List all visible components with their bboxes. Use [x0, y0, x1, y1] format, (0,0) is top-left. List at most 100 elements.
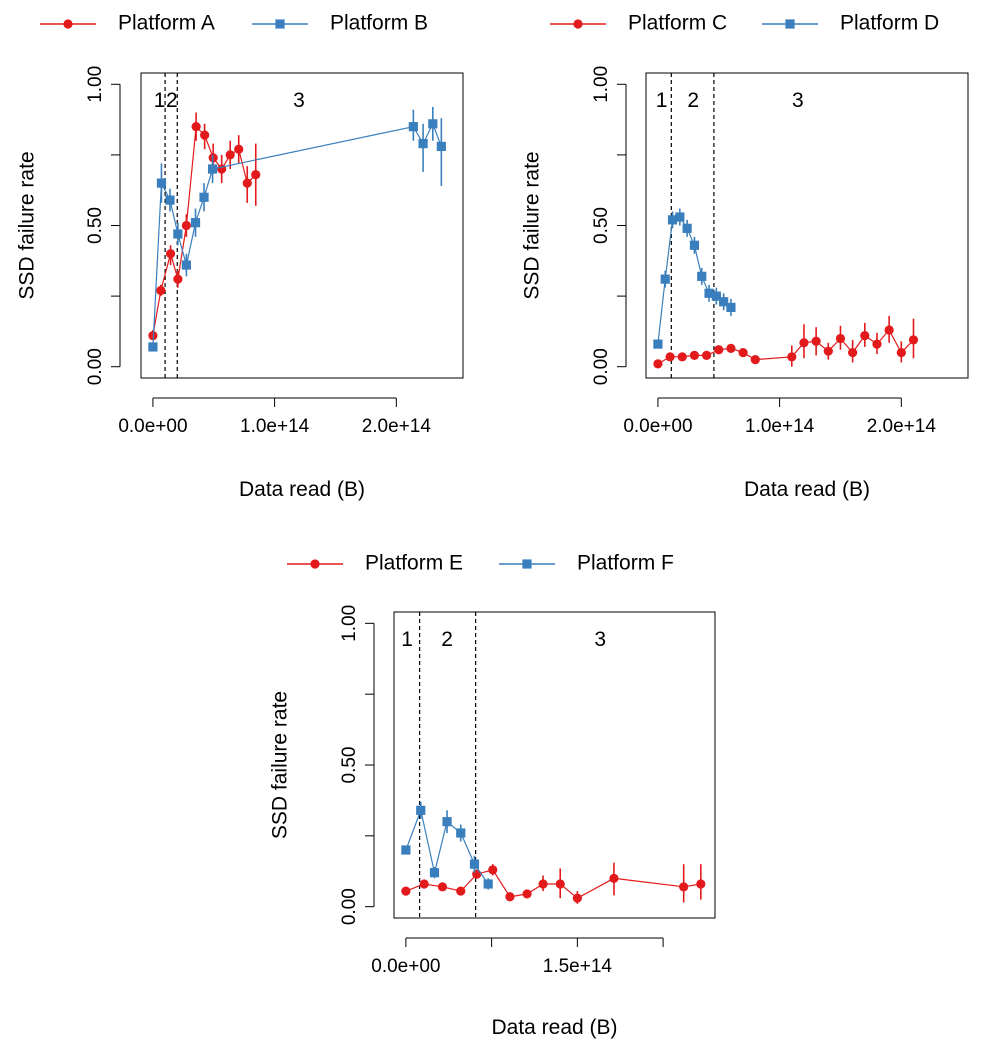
data-point: [653, 339, 663, 349]
data-point: [609, 873, 619, 883]
legend-label: Platform B: [330, 12, 428, 35]
legend-label: Platform D: [840, 12, 939, 35]
series-platform-f: [401, 801, 493, 890]
legend-entry: Platform D: [762, 12, 939, 35]
data-point: [823, 346, 833, 356]
data-point: [860, 331, 870, 341]
data-point: [483, 879, 493, 889]
panel-platform-c-d: 0.00 0.50 1.00 0.0e+00 1.0e+14 2.0e+14 SSD fai…: [521, 12, 969, 501]
series-platform-b: [148, 106, 446, 352]
y-axis-title: SSD failure rate: [521, 151, 544, 299]
data-point: [660, 274, 670, 284]
legend-label: Platform A: [118, 12, 215, 35]
data-point: [428, 119, 438, 129]
data-point: [181, 220, 191, 231]
data-point: [181, 260, 191, 270]
data-point: [704, 288, 714, 298]
data-point: [419, 879, 429, 889]
legend-marker: [573, 19, 583, 29]
x-tick-label: 2.0e+14: [362, 416, 432, 437]
series-platform-d: [653, 208, 736, 349]
data-point: [442, 817, 452, 827]
data-point: [653, 359, 663, 369]
data-point: [234, 144, 244, 154]
data-point: [156, 178, 167, 188]
data-point: [148, 342, 158, 352]
y-tick-label: 0.50: [339, 747, 360, 784]
data-point: [711, 291, 721, 301]
y-tick-label: 1.00: [339, 605, 360, 642]
series-line: [152, 125, 257, 336]
data-point: [199, 192, 209, 202]
region-label: 2: [441, 628, 453, 651]
y-tick-label: 0.00: [339, 888, 360, 925]
data-point: [488, 865, 498, 875]
region-label: 1: [656, 89, 668, 112]
data-point: [418, 139, 428, 149]
plot-frame: [140, 72, 464, 379]
data-point: [207, 164, 218, 174]
data-point: [835, 333, 846, 344]
data-point: [667, 215, 678, 225]
data-point: [677, 352, 687, 362]
data-point: [738, 347, 748, 358]
y-tick-label: 1.00: [85, 66, 106, 103]
plot-frame: [393, 611, 716, 919]
data-point: [675, 212, 685, 222]
legend-entry: Platform B: [252, 12, 428, 35]
data-point: [787, 352, 797, 362]
legend-label: Platform F: [577, 552, 674, 575]
data-point: [572, 893, 582, 903]
y-axis-title: SSD failure rate: [269, 691, 292, 839]
data-point: [429, 868, 440, 878]
y-axis-title: SSD failure rate: [16, 151, 39, 299]
data-point: [401, 886, 411, 896]
data-point: [750, 355, 760, 365]
data-point: [811, 336, 821, 346]
legend-label: Platform C: [628, 12, 727, 35]
region-label: 1: [154, 89, 166, 112]
data-point: [156, 285, 166, 296]
data-point: [702, 350, 712, 361]
data-point: [225, 150, 235, 160]
data-point: [437, 882, 448, 892]
data-point: [555, 879, 565, 889]
x-tick-label: 0.0e+00: [118, 416, 187, 437]
y-tick-label: 0.00: [85, 348, 106, 385]
legend-marker: [310, 559, 320, 569]
data-point: [165, 195, 175, 205]
series-platform-c: [653, 315, 919, 369]
legend-marker: [275, 19, 285, 29]
region-label: 2: [166, 89, 178, 112]
legend-entry: Platform F: [499, 552, 674, 575]
region-label: 3: [792, 89, 804, 112]
data-point: [522, 889, 532, 899]
data-point: [726, 343, 736, 353]
panel-platform-a-b: 0.00 0.50 1.00 0.0e+00 1.0e+14 2.0e+14 SSD fai…: [16, 12, 464, 501]
data-point: [173, 229, 183, 239]
data-point: [679, 882, 689, 892]
data-point: [884, 325, 894, 335]
data-point: [416, 805, 426, 815]
x-tick-label: 1.5e+14: [543, 956, 613, 977]
region-label: 3: [293, 89, 305, 112]
data-point: [242, 178, 252, 188]
y-tick-label: 1.00: [591, 66, 612, 103]
legend-entry: Platform A: [40, 12, 215, 35]
data-point: [469, 859, 480, 869]
plot-frame: [645, 72, 969, 379]
data-point: [726, 302, 736, 312]
legend-marker: [522, 559, 532, 569]
data-point: [251, 170, 261, 180]
series-platform-a: [148, 112, 261, 341]
data-point: [689, 350, 700, 361]
data-point: [456, 886, 466, 896]
y-tick-label: 0.50: [85, 207, 106, 244]
data-point: [696, 879, 706, 889]
x-axis-title: Data read (B): [744, 478, 870, 501]
data-point: [190, 218, 201, 228]
data-point: [200, 130, 210, 140]
data-point: [401, 845, 411, 855]
x-tick-label: 0.0e+00: [371, 956, 440, 977]
series-line: [405, 869, 701, 899]
